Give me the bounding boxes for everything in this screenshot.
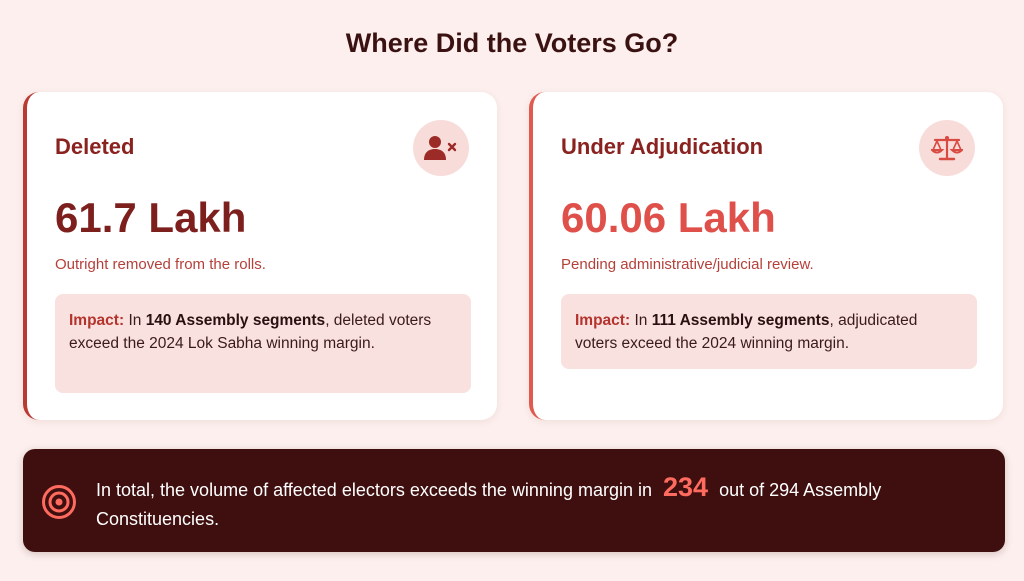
impact-post: , deleted voters exceed the 2024 Lok Sab… [69, 312, 432, 352]
impact-highlight: 111 Assembly segments [651, 312, 830, 329]
adjudication-impact-box: Impact: In 111 Assembly segments, adjudi… [561, 294, 977, 369]
adjudication-card: Under Adjudication 60.06 Lakh Pending ad… [529, 92, 1003, 420]
impact-pre: In [634, 312, 648, 329]
adjudication-heading: Under Adjudication [561, 134, 764, 159]
adjudication-description: Pending administrative/judicial review. [561, 256, 814, 273]
summary-text: In total, the volume of affected elector… [96, 473, 956, 534]
impact-label: Impact: [69, 312, 125, 329]
deleted-heading: Deleted [55, 134, 135, 159]
target-icon [42, 485, 76, 519]
summary-pre: In total, the volume of affected elector… [96, 480, 652, 500]
deleted-value: 61.7 Lakh [55, 194, 247, 241]
impact-post: , adjudicated voters exceed the 2024 win… [575, 312, 918, 352]
impact-highlight: 140 Assembly segments [145, 312, 326, 329]
deleted-impact-box: Impact: In 140 Assembly segments, delete… [55, 294, 471, 393]
impact-pre: In [128, 312, 142, 329]
summary-post: out of 294 Assembly Constituencies. [96, 480, 882, 529]
user-remove-icon [413, 120, 469, 176]
scales-icon [919, 120, 975, 176]
adjudication-value: 60.06 Lakh [561, 194, 776, 241]
impact-label: Impact: [575, 312, 631, 329]
deleted-description: Outright removed from the rolls. [55, 256, 266, 273]
summary-highlight: 234 [663, 472, 709, 502]
deleted-card: Deleted 61.7 Lakh Outright removed from … [23, 92, 497, 420]
summary-banner: In total, the volume of affected elector… [23, 449, 1005, 552]
page-title: Where Did the Voters Go? [345, 28, 679, 58]
